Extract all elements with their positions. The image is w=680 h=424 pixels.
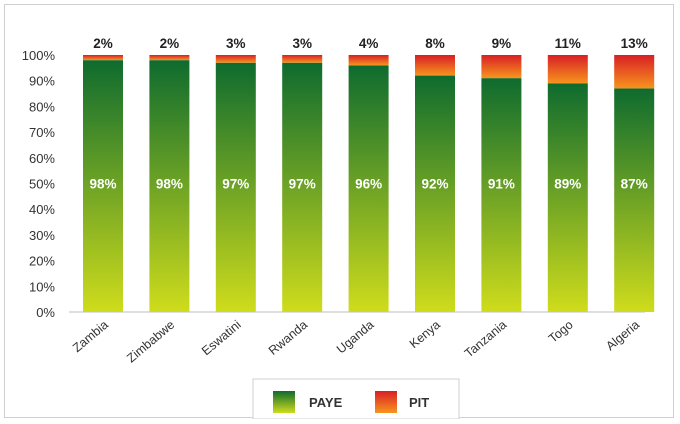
bars (83, 55, 655, 313)
paye-value-label: 98% (156, 177, 183, 192)
y-tick-label: 70% (29, 125, 55, 140)
y-tick-label: 90% (29, 74, 55, 89)
bar-paye-uganda (348, 65, 389, 312)
bar-pit-algeria (614, 55, 655, 89)
legend: PAYE PIT (252, 378, 460, 420)
bar-paye-togo (547, 83, 588, 313)
x-tick-label: Rwanda (266, 318, 310, 358)
pit-value-label: 9% (492, 36, 512, 51)
paye-value-label: 96% (355, 177, 382, 192)
paye-value-label: 98% (89, 177, 116, 192)
y-tick-label: 0% (36, 305, 55, 320)
paye-value-label: 97% (289, 177, 316, 192)
paye-value-label: 91% (488, 177, 515, 192)
bar-paye-zambia (83, 60, 123, 312)
pit-value-label: 8% (425, 36, 445, 51)
bar-pit-zambia (83, 55, 123, 61)
paye-value-label: 87% (621, 177, 648, 192)
y-tick-label: 50% (29, 177, 55, 192)
bar-pit-kenya (415, 55, 455, 76)
bar-pit-togo (547, 55, 588, 84)
paye-value-label: 92% (421, 177, 448, 192)
x-tick-label: Algeria (603, 318, 642, 354)
bar-pit-zimbabwe (149, 55, 190, 61)
bar-paye-kenya (415, 75, 455, 312)
y-tick-label: 30% (29, 228, 55, 243)
pit-value-label: 11% (555, 36, 581, 51)
bar-pit-eswatini (215, 55, 256, 63)
y-tick-label: 60% (29, 151, 55, 166)
pit-value-label: 2% (160, 36, 180, 51)
bar-pit-uganda (348, 55, 389, 66)
x-tick-label: Togo (546, 318, 576, 346)
pit-value-label: 4% (359, 36, 379, 51)
paye-value-label: 97% (222, 177, 249, 192)
y-tick-label: 100% (22, 48, 56, 63)
paye-value-label: 89% (554, 177, 581, 192)
legend-label-paye: PAYE (309, 395, 343, 410)
x-tick-label: Eswatini (199, 318, 244, 359)
bar-paye-algeria (614, 88, 655, 312)
y-tick-label: 80% (29, 99, 55, 114)
x-tick-label: Zimbabwe (124, 318, 177, 366)
pit-value-label: 13% (621, 36, 648, 51)
bar-paye-eswatini (215, 62, 256, 313)
bar-pit-rwanda (282, 55, 323, 63)
bar-paye-zimbabwe (149, 60, 190, 312)
x-tick-label: Kenya (407, 318, 443, 352)
chart-frame: 0% 10% 20% 30% 40% 50% 60% 70% 80% 90% 100% Zambia Z… (4, 4, 674, 420)
y-tick-label: 20% (29, 254, 55, 269)
legend-swatch-paye (273, 391, 295, 413)
x-tick-label: Zambia (70, 318, 111, 356)
pit-value-label: 3% (226, 36, 246, 51)
x-tick-label: Tanzania (462, 318, 509, 361)
bar-paye-rwanda (282, 62, 323, 313)
bar-paye-tanzania (481, 78, 522, 312)
pit-value-label: 3% (292, 36, 312, 51)
bar-pit-tanzania (481, 55, 522, 79)
y-tick-label: 10% (29, 279, 55, 294)
stacked-bar-chart: 0% 10% 20% 30% 40% 50% 60% 70% 80% 90% 100% Zambia Z… (22, 36, 655, 420)
pit-value-label: 2% (93, 36, 113, 51)
legend-swatch-pit (375, 391, 397, 413)
data-labels: 2% 98% 2% 98% 3% 97% 3% 97% 4% 96% 8% 92% 9% 91% 11% 89… (89, 36, 647, 192)
legend-label-pit: PIT (409, 395, 429, 410)
x-tick-label: Uganda (334, 318, 377, 357)
y-tick-label: 40% (29, 202, 55, 217)
